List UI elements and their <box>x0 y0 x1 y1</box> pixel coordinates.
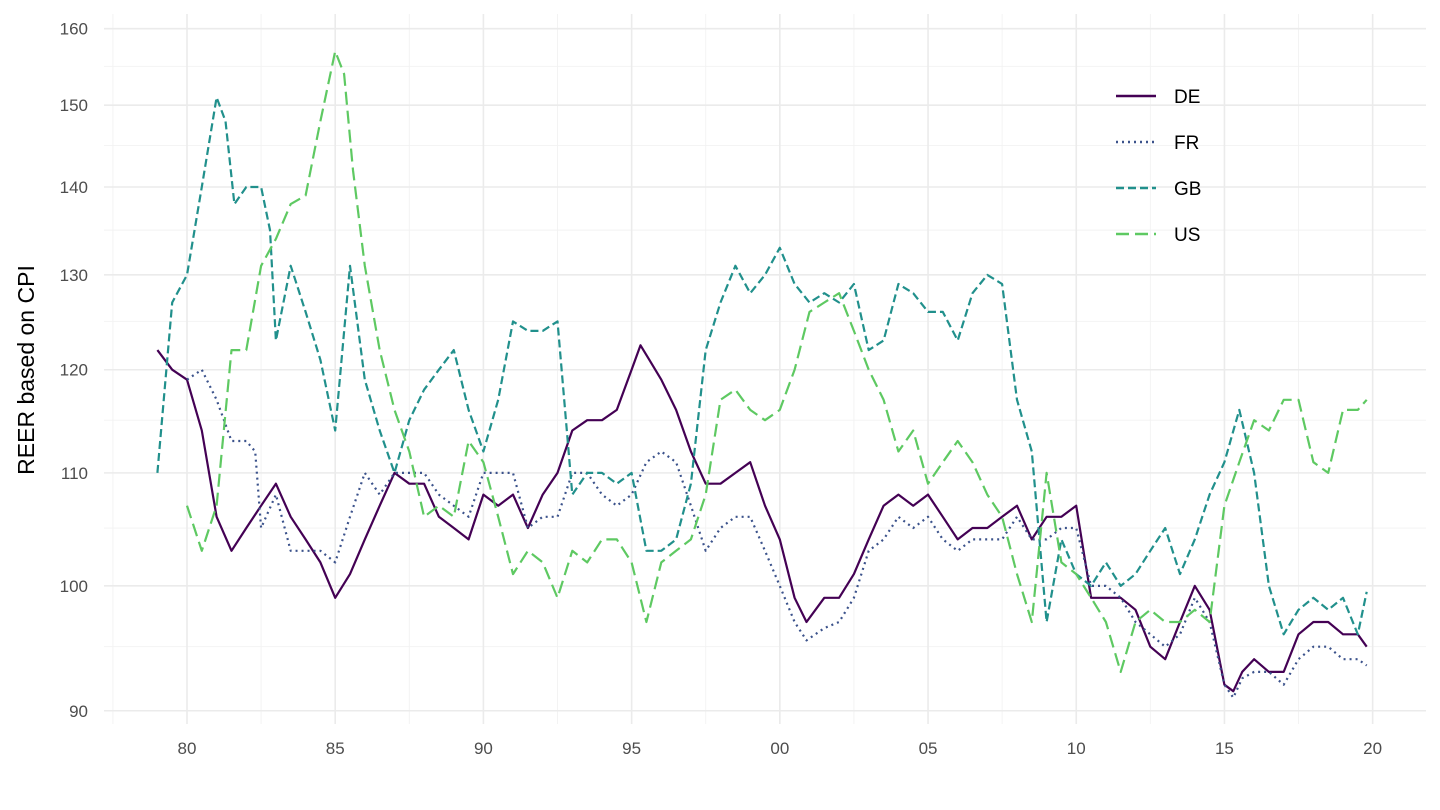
y-tick-label: 150 <box>60 96 88 115</box>
x-tick-label: 15 <box>1215 739 1234 758</box>
x-tick-label: 80 <box>178 739 197 758</box>
x-tick-label: 90 <box>474 739 493 758</box>
x-tick-label: 10 <box>1067 739 1086 758</box>
y-axis-title: REER based on CPI <box>13 265 39 475</box>
y-tick-label: 90 <box>69 702 88 721</box>
x-tick-label: 05 <box>919 739 938 758</box>
y-tick-label: 160 <box>60 20 88 39</box>
y-tick-label: 120 <box>60 361 88 380</box>
x-tick-label: 85 <box>326 739 345 758</box>
x-tick-label: 95 <box>622 739 641 758</box>
legend-label-fr: FR <box>1174 133 1199 154</box>
y-axis-tick-labels: 90 100 110 120 130 140 150 160 <box>60 20 88 721</box>
series-line-fr <box>186 368 1368 699</box>
y-tick-label: 110 <box>61 464 88 483</box>
x-axis-tick-labels: 80 85 90 95 00 05 10 15 20 <box>178 739 1383 758</box>
legend: DE FR GB US <box>1116 87 1201 246</box>
y-tick-label: 130 <box>60 266 88 285</box>
series-line-us <box>185 50 1368 673</box>
major-gridlines <box>104 14 1426 724</box>
series-lines <box>156 50 1368 699</box>
x-tick-label: 20 <box>1363 739 1382 758</box>
y-tick-label: 100 <box>60 577 88 596</box>
legend-label-gb: GB <box>1174 179 1201 200</box>
legend-label-de: DE <box>1174 87 1200 108</box>
x-tick-label: 00 <box>770 739 789 758</box>
series-line-gb <box>156 96 1368 636</box>
legend-label-us: US <box>1174 225 1200 246</box>
y-tick-label: 140 <box>60 178 88 197</box>
